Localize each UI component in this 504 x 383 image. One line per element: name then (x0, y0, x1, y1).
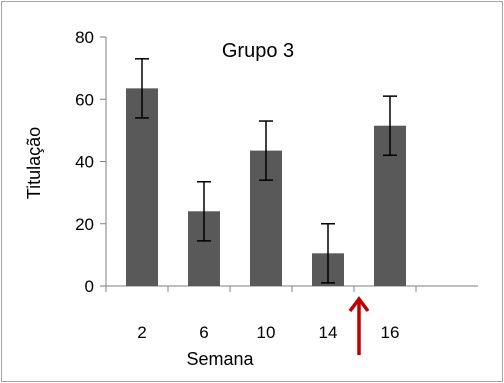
x-tick-label: 10 (257, 323, 276, 342)
bar (126, 88, 158, 286)
x-tick-label: 2 (137, 323, 146, 342)
x-tick-label: 16 (381, 323, 400, 342)
y-tick-label: 60 (75, 90, 94, 109)
y-tick-label: 20 (75, 215, 94, 234)
bars (126, 58, 406, 286)
y-tick-label: 0 (85, 277, 94, 296)
x-tick-label: 14 (319, 323, 338, 342)
tick-labels: 0 20 40 60 80 2 6 10 14 16 (75, 28, 399, 342)
y-tick-label: 80 (75, 28, 94, 47)
annotation (348, 296, 370, 355)
x-axis-title: Semana (186, 349, 254, 369)
arrow-icon (348, 296, 370, 313)
axes (100, 36, 478, 292)
y-axis-title: Titulação (24, 127, 44, 199)
x-tick-label: 6 (199, 323, 208, 342)
y-tick-label: 40 (75, 153, 94, 172)
chart-title: Grupo 3 (222, 40, 294, 62)
